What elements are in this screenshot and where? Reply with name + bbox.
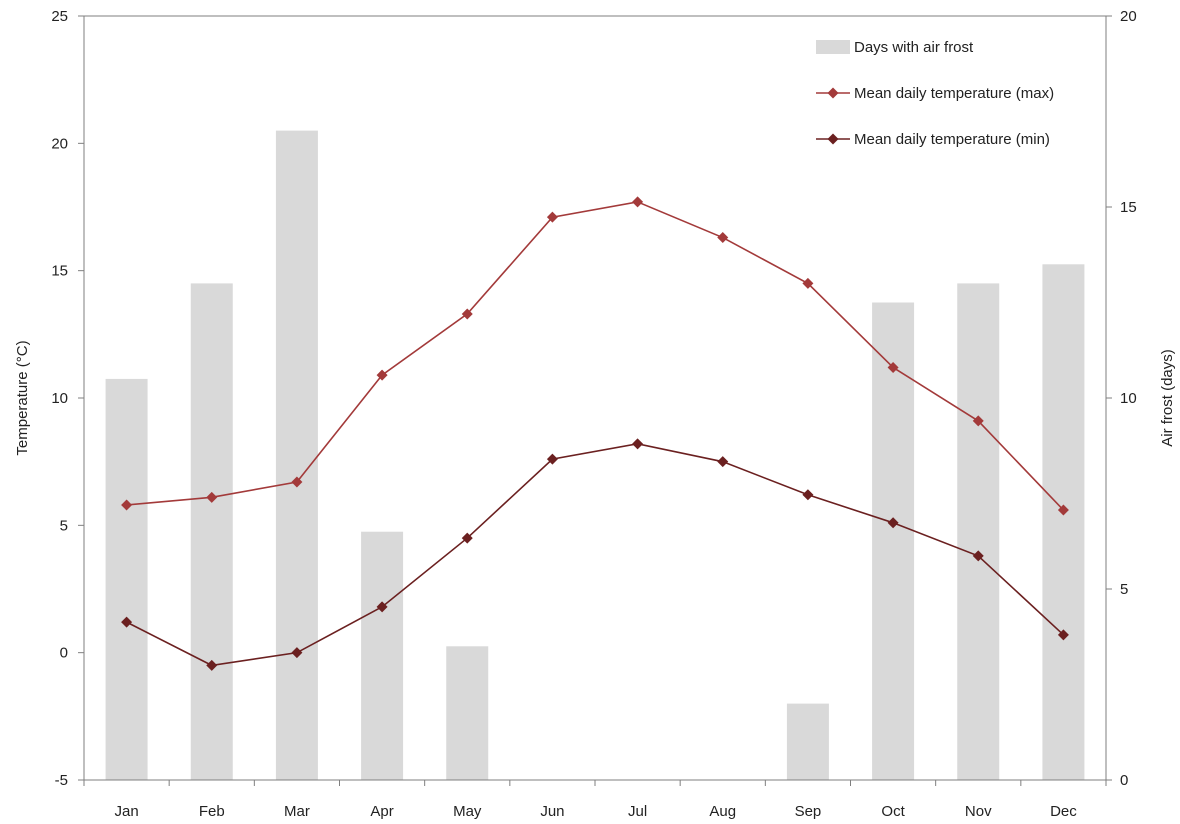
temp-marker-max-jul bbox=[632, 196, 644, 208]
x-tick-label-apr: Apr bbox=[370, 803, 393, 820]
y2-tick-label: 15 bbox=[1120, 199, 1137, 216]
legend-label-max-temp: Mean daily temperature (max) bbox=[854, 85, 1054, 102]
markers-layer bbox=[121, 196, 1069, 671]
x-tick-label-dec: Dec bbox=[1050, 803, 1077, 820]
temp-marker-max-mar bbox=[291, 476, 303, 488]
legend-item-min: Mean daily temperature (min) bbox=[816, 131, 1050, 148]
frost-bar-nov bbox=[957, 283, 1000, 780]
temp-marker-min-jan bbox=[121, 616, 133, 628]
temp-marker-min-feb bbox=[206, 659, 218, 671]
y2-tick-label: 5 bbox=[1120, 581, 1128, 598]
temp-marker-max-sep bbox=[802, 277, 814, 289]
x-tick-label-sep: Sep bbox=[795, 803, 822, 820]
legend-marker-max-temp bbox=[827, 87, 839, 99]
y-tick-label: 5 bbox=[60, 517, 68, 534]
legend-label-min-temp: Mean daily temperature (min) bbox=[854, 131, 1050, 148]
x-tick-label-jun: Jun bbox=[540, 803, 564, 820]
x-tick-label-aug: Aug bbox=[709, 803, 736, 820]
y-tick-label: 25 bbox=[51, 8, 68, 25]
temp-marker-min-jul bbox=[632, 438, 644, 450]
temp-marker-max-jun bbox=[546, 211, 558, 223]
bars-layer bbox=[105, 130, 1085, 781]
temp-line-min bbox=[126, 443, 1064, 667]
x-tick-label-feb: Feb bbox=[199, 803, 225, 820]
x-tick-label-mar: Mar bbox=[284, 803, 310, 820]
temp-marker-max-oct bbox=[887, 361, 899, 373]
temp-marker-max-may bbox=[461, 308, 473, 320]
temp-marker-min-mar bbox=[291, 647, 303, 659]
frost-bar-mar bbox=[275, 130, 318, 781]
temp-marker-max-jan bbox=[121, 499, 133, 511]
frost-bar-dec bbox=[1042, 264, 1085, 780]
frost-bar-jan bbox=[105, 378, 148, 780]
y2-tick-label: 0 bbox=[1120, 772, 1128, 789]
temp-marker-min-dec bbox=[1057, 629, 1069, 641]
temp-marker-max-dec bbox=[1057, 504, 1069, 516]
y-tick-label: 10 bbox=[51, 390, 68, 407]
x-tick-label-nov: Nov bbox=[965, 803, 992, 820]
x-tick-label-jul: Jul bbox=[628, 803, 647, 820]
temp-marker-max-nov bbox=[972, 415, 984, 427]
frost-bar-apr bbox=[361, 531, 404, 780]
legend-item-frost: Days with air frost bbox=[816, 39, 974, 56]
lines-layer bbox=[126, 201, 1064, 667]
y-tick-label: -5 bbox=[55, 772, 68, 789]
y-tick-label: 15 bbox=[51, 263, 68, 280]
frost-bar-feb bbox=[190, 283, 233, 780]
y2-tick-label: 10 bbox=[1120, 390, 1137, 407]
frost-bar-sep bbox=[786, 703, 829, 780]
temp-marker-min-nov bbox=[972, 550, 984, 562]
frost-bar-oct bbox=[872, 302, 915, 780]
temp-marker-max-feb bbox=[206, 491, 218, 503]
legend-marker-min-temp bbox=[827, 133, 839, 145]
y2-axis-title: Air frost (days) bbox=[1159, 349, 1176, 447]
y-tick-label: 20 bbox=[51, 135, 68, 152]
temp-marker-min-aug bbox=[717, 456, 729, 468]
temp-marker-min-jun bbox=[546, 453, 558, 465]
temp-marker-min-apr bbox=[376, 601, 388, 613]
legend-item-max: Mean daily temperature (max) bbox=[816, 85, 1054, 102]
temp-line-max bbox=[126, 201, 1064, 511]
legend: Days with air frost Mean daily temperatu… bbox=[816, 39, 1054, 148]
temp-marker-max-aug bbox=[717, 232, 729, 244]
frost-bar-may bbox=[446, 646, 489, 780]
temp-marker-min-may bbox=[461, 532, 473, 544]
y-tick-label: 0 bbox=[60, 645, 68, 662]
ticks-layer: -5 0 5 10 15 20 25 0 5 10 15 20 Jan Feb Mar Apr May Jun Ju… bbox=[51, 8, 1136, 820]
temp-marker-min-sep bbox=[802, 489, 814, 501]
x-tick-label-oct: Oct bbox=[881, 803, 905, 820]
temp-marker-min-oct bbox=[887, 517, 899, 529]
legend-label-frost-days: Days with air frost bbox=[854, 39, 974, 56]
legend-swatch-frost-days bbox=[816, 40, 850, 54]
y2-tick-label: 20 bbox=[1120, 8, 1137, 25]
y-axis-title: Temperature (°C) bbox=[14, 340, 31, 455]
x-tick-label-may: May bbox=[453, 803, 482, 820]
x-tick-label-jan: Jan bbox=[114, 803, 138, 820]
temp-marker-max-apr bbox=[376, 369, 388, 381]
